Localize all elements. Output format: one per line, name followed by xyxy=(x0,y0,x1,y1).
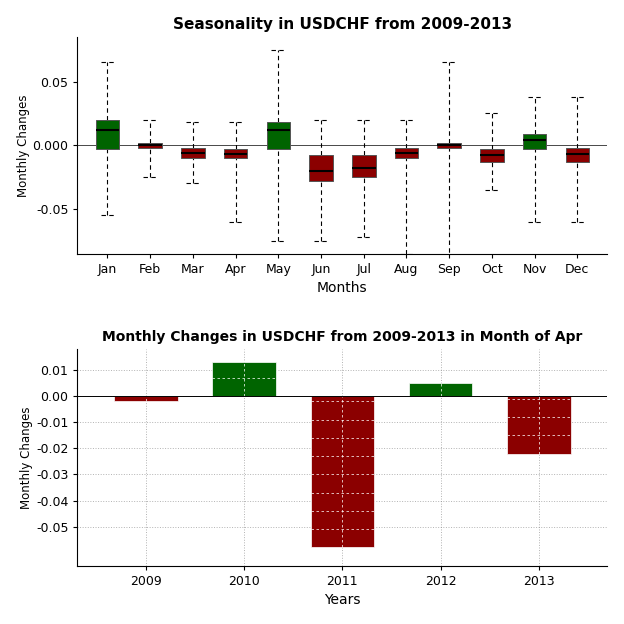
Bar xyxy=(566,148,589,162)
Title: Seasonality in USDCHF from 2009-2013: Seasonality in USDCHF from 2009-2013 xyxy=(173,17,512,32)
Bar xyxy=(437,143,461,148)
Y-axis label: Monthly Changes: Monthly Changes xyxy=(20,406,33,509)
Y-axis label: Monthly Changes: Monthly Changes xyxy=(17,94,30,197)
Bar xyxy=(409,383,472,396)
Bar xyxy=(95,120,119,149)
Bar xyxy=(310,155,333,181)
Bar xyxy=(212,363,276,396)
Bar xyxy=(311,396,374,547)
Bar xyxy=(480,149,504,162)
X-axis label: Years: Years xyxy=(324,593,361,607)
Bar xyxy=(181,148,205,158)
Bar xyxy=(507,396,570,454)
Bar xyxy=(523,134,547,149)
Bar xyxy=(139,143,162,148)
X-axis label: Months: Months xyxy=(317,281,368,295)
Bar xyxy=(352,155,376,177)
Bar xyxy=(266,122,290,149)
Bar xyxy=(224,149,247,158)
Title: Monthly Changes in USDCHF from 2009-2013 in Month of Apr: Monthly Changes in USDCHF from 2009-2013… xyxy=(102,330,583,344)
Bar xyxy=(395,148,418,158)
Bar xyxy=(114,396,178,401)
